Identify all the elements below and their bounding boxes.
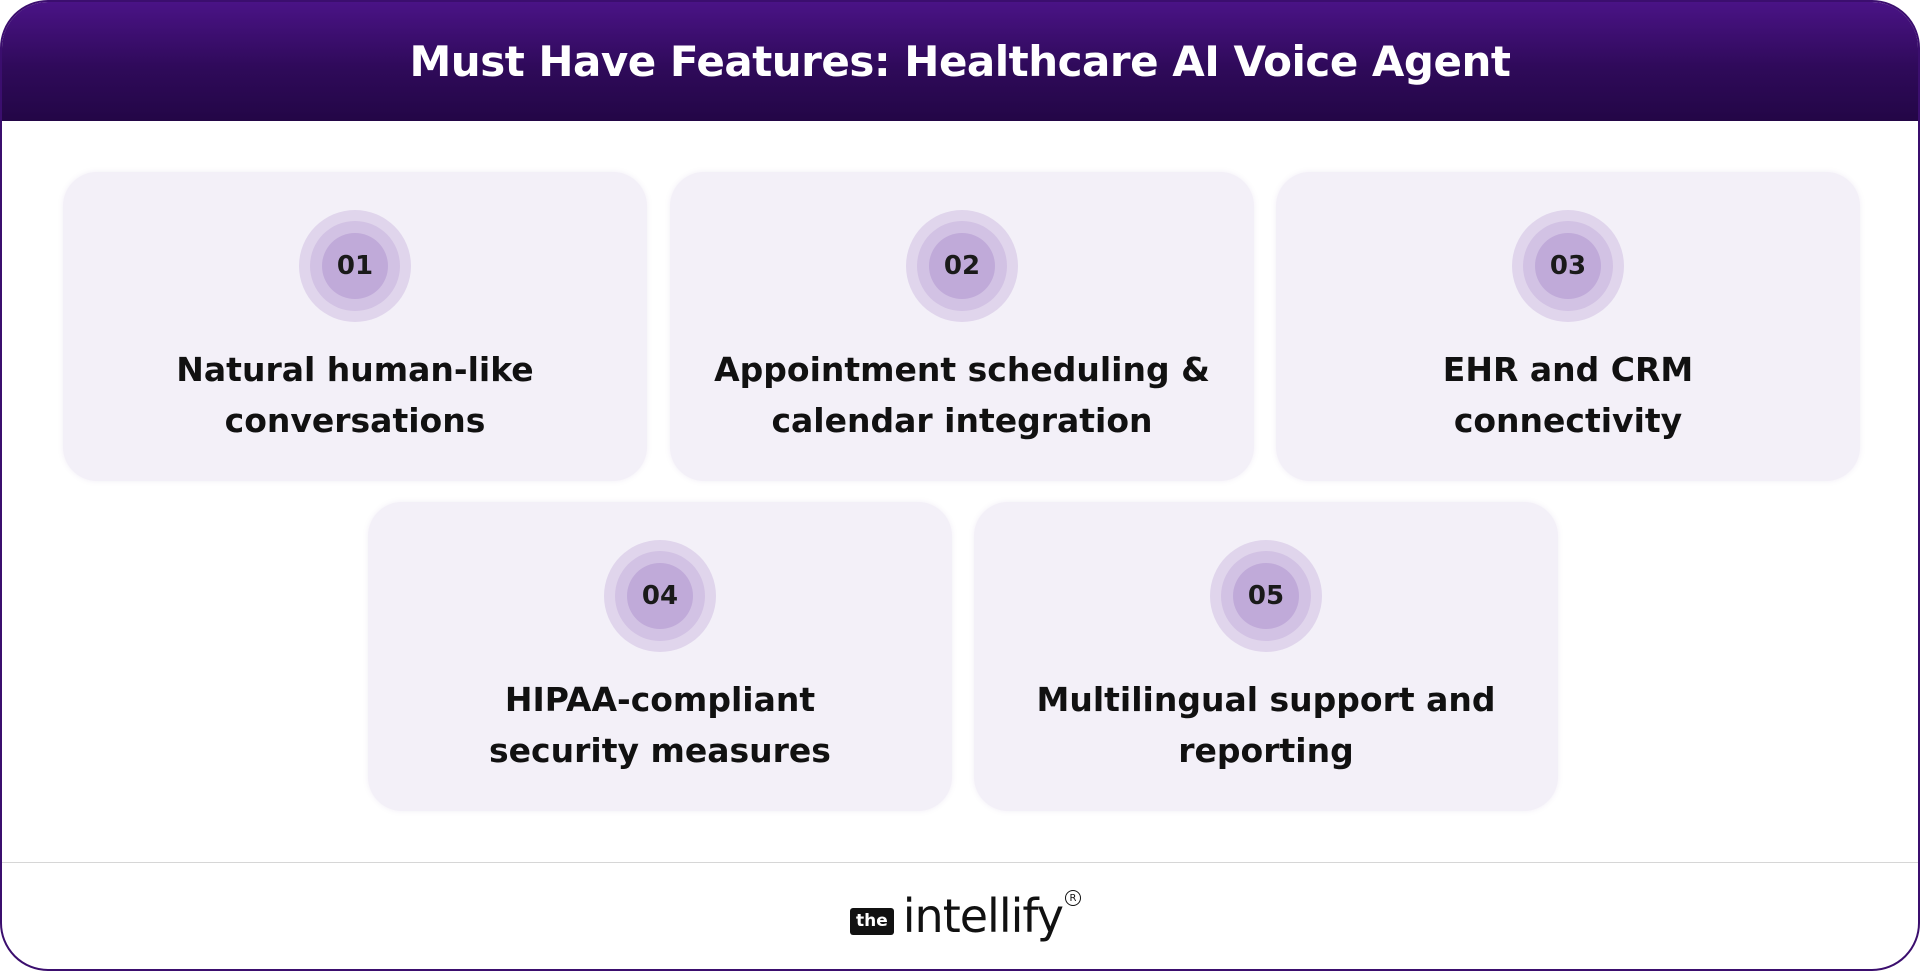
feature-badge-1: 01 (299, 210, 411, 322)
feature-title-4-line-2: security measures (489, 731, 831, 770)
feature-title-2-line-2: calendar integration (771, 401, 1153, 440)
logo-wordmark: intellify (902, 889, 1064, 943)
page-title: Must Have Features: Healthcare AI Voice … (409, 37, 1511, 86)
feature-card-4: 04 HIPAA-compliant security measures (368, 502, 952, 811)
feature-title-1-line-1: Natural human-like (176, 350, 534, 389)
logo-prefix: the (850, 907, 894, 935)
feature-title-5: Multilingual support and reporting (994, 674, 1538, 776)
feature-title-3-line-1: EHR and CRM (1442, 350, 1694, 389)
feature-number-4: 04 (641, 581, 679, 611)
header-banner: Must Have Features: Healthcare AI Voice … (2, 2, 1918, 121)
footer-divider (2, 862, 1918, 863)
intellify-logo: the intellify R (850, 888, 1081, 944)
feature-badge-3: 03 (1512, 210, 1624, 322)
feature-title-4: HIPAA-compliant security measures (388, 674, 932, 776)
feature-number-2: 02 (943, 251, 981, 281)
feature-badge-4: 04 (604, 540, 716, 652)
registered-mark-icon: R (1065, 890, 1081, 906)
feature-number-5: 05 (1247, 581, 1285, 611)
feature-title-4-line-1: HIPAA-compliant (504, 680, 816, 719)
feature-title-2: Appointment scheduling & calendar integr… (690, 344, 1234, 446)
feature-badge-2: 02 (906, 210, 1018, 322)
feature-card-2: 02 Appointment scheduling & calendar int… (670, 172, 1254, 481)
feature-title-5-line-1: Multilingual support and (1036, 680, 1496, 719)
feature-title-3: EHR and CRM connectivity (1296, 344, 1840, 446)
feature-badge-5: 05 (1210, 540, 1322, 652)
feature-card-5: 05 Multilingual support and reporting (974, 502, 1558, 811)
feature-title-1-line-2: conversations (224, 401, 486, 440)
feature-title-3-line-2: connectivity (1453, 401, 1683, 440)
feature-title-2-line-1: Appointment scheduling & (714, 350, 1210, 389)
feature-title-5-line-2: reporting (1178, 731, 1354, 770)
feature-number-1: 01 (336, 251, 374, 281)
feature-title-1: Natural human-like conversations (83, 344, 627, 446)
feature-card-1: 01 Natural human-like conversations (63, 172, 647, 481)
feature-card-3: 03 EHR and CRM connectivity (1276, 172, 1860, 481)
feature-number-3: 03 (1549, 251, 1587, 281)
